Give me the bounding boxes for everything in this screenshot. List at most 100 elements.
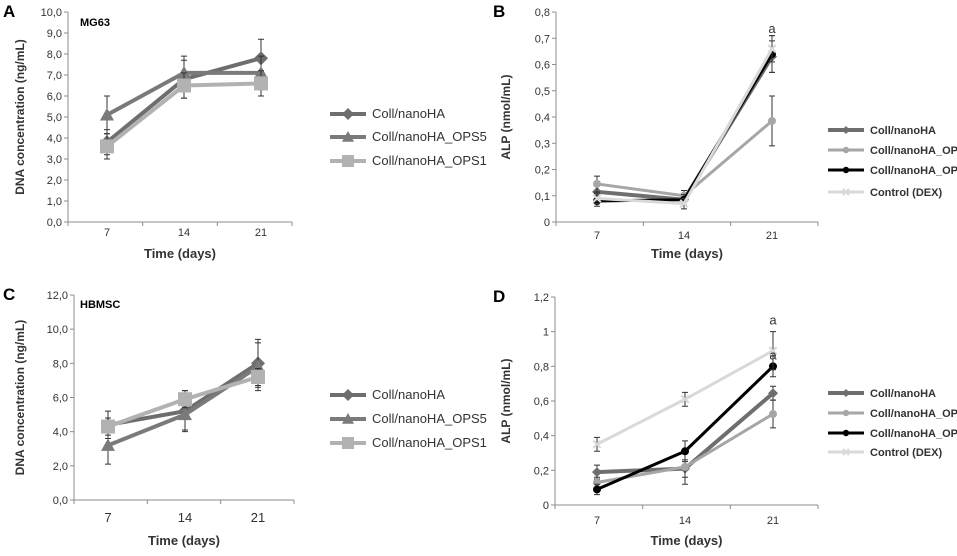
y-tick-label: 0,6 (534, 396, 549, 408)
legend-label: Coll/nanoHA (870, 388, 936, 400)
y-tick-label: 1 (543, 327, 549, 339)
data-point (101, 419, 115, 434)
x-tick-label: 14 (178, 227, 190, 239)
y-tick-label: 1,0 (47, 196, 62, 208)
y-tick-label: 5,0 (47, 112, 62, 124)
legend-swatch-marker (842, 429, 850, 437)
data-point (593, 179, 601, 188)
chart-panel-b: 0 0,1 0,2 0,3 0,4 0,5 0,6 0,7 0,8 7 14 21 Time (days… (493, 2, 957, 261)
y-tick-label: 0,5 (535, 86, 550, 98)
series-coll-nanoha (592, 40, 777, 206)
legend-label: Coll/nanoHA_OPS1 (870, 145, 957, 157)
y-tick-label: 0,2 (534, 465, 549, 477)
series-coll-nanoha (101, 338, 265, 439)
legend-swatch-marker (342, 155, 354, 167)
legend-item-control-dex: Control (DEX) (828, 447, 942, 459)
y-tick-label: 0,6 (535, 60, 550, 72)
panel-title: HBMSC (80, 299, 120, 311)
panel-title: MG63 (80, 17, 110, 29)
y-tick-label: 2,0 (53, 461, 68, 473)
legend-label: Coll/nanoHA_OPS1 (870, 408, 957, 420)
significance-annotation: a (769, 347, 777, 362)
y-tick-label: 0,2 (535, 165, 550, 177)
data-point (177, 65, 191, 79)
legend-label: Control (DEX) (870, 187, 942, 199)
data-point (178, 407, 192, 421)
panel-letter: C (3, 285, 15, 304)
data-point (769, 410, 777, 418)
y-tick-label: 0,8 (534, 361, 549, 373)
x-axis-title: Time (days) (148, 533, 220, 548)
series-coll-nanoha-ops5 (593, 355, 777, 496)
data-point (254, 76, 268, 91)
data-point (592, 193, 602, 203)
y-axis-title: ALP (nmol/mL) (499, 358, 513, 443)
x-tick-label: 14 (678, 230, 690, 242)
y-tick-label: 4,0 (47, 133, 62, 145)
legend-label: Coll/nanoHA_OPS5 (372, 129, 487, 144)
legend-item-coll-nanoha-ops1: Coll/nanoHA_OPS1 (828, 408, 957, 420)
legend-label: Coll/nanoHA_OPS5 (372, 411, 487, 426)
legend-label: Coll/nanoHA_OPS1 (372, 153, 487, 168)
y-axis-title: ALP (nmol/mL) (499, 74, 513, 159)
data-point (767, 44, 777, 54)
x-tick-label: 14 (178, 510, 192, 525)
legend-item-coll-nanoha: Coll/nanoHA (828, 388, 936, 400)
data-point (251, 370, 265, 384)
legend-swatch-marker (342, 413, 354, 424)
legend-swatch-marker (842, 146, 850, 154)
y-tick-label: 8,0 (47, 49, 62, 61)
legend-swatch-marker (842, 166, 850, 174)
series-coll-nanoha-ops5 (593, 35, 776, 207)
chart-panel-d: 0 0,2 0,4 0,6 0,8 1 1,2 7 14 21 Time (days) ALP (nm… (493, 287, 957, 548)
y-tick-label: 8,0 (53, 358, 68, 370)
data-point (680, 394, 690, 404)
significance-annotation: a (769, 313, 777, 328)
legend-swatch-marker (342, 437, 354, 449)
legend-swatch-marker (342, 131, 354, 142)
x-tick-label: 21 (251, 510, 265, 525)
x-tick-label: 21 (767, 515, 779, 527)
legend-label: Coll/nanoHA (372, 387, 445, 402)
data-point (593, 485, 601, 494)
legend-swatch-marker (842, 409, 850, 417)
x-tick-label: 21 (255, 227, 267, 239)
x-tick-label: 7 (594, 515, 600, 527)
y-tick-label: 0,8 (535, 7, 550, 19)
legend-item-coll-nanoha-ops1: Coll/nanoHA_OPS1 (330, 153, 487, 168)
legend-label: Coll/nanoHA_OPS5 (870, 165, 957, 177)
legend-item-coll-nanoha-ops1: Coll/nanoHA_OPS1 (330, 435, 487, 450)
series-control-dex (592, 35, 777, 210)
y-tick-label: 9,0 (47, 28, 62, 40)
x-axis-title: Time (days) (650, 533, 722, 548)
x-tick-label: 14 (679, 515, 691, 527)
y-tick-label: 6,0 (53, 393, 68, 405)
legend-item-coll-nanoha-ops5: Coll/nanoHA_OPS5 (828, 428, 957, 440)
data-point (177, 78, 191, 93)
y-axis-title: DNA concentration (ng/mL) (13, 39, 27, 195)
legend-item-coll-nanoha-ops5: Coll/nanoHA_OPS5 (330, 411, 487, 426)
data-point (592, 439, 602, 449)
legend-item-coll-nanoha: Coll/nanoHA (330, 106, 445, 121)
series-line (596, 48, 774, 206)
series-line (596, 53, 774, 203)
data-point (100, 107, 114, 121)
legend-item-coll-nanoha-ops5: Coll/nanoHA_OPS5 (828, 165, 957, 177)
data-point (178, 392, 192, 407)
panel-letter: D (493, 287, 505, 306)
panel-letter: A (3, 2, 15, 21)
legend-item-coll-nanoha: Coll/nanoHA (330, 387, 445, 402)
legend-swatch-marker (342, 108, 354, 120)
legend-swatch-marker (842, 448, 850, 456)
y-tick-label: 0,1 (535, 191, 550, 203)
series-line (596, 55, 774, 202)
x-tick-label: 7 (104, 510, 111, 525)
chart-panel-a: 0,0 1,0 2,0 3,0 4,0 5,0 6,0 7,0 8,0 9,0 10,0 7 14 21 T… (3, 2, 487, 261)
data-point (101, 438, 115, 451)
y-tick-label: 0 (544, 217, 550, 229)
legend-swatch-marker (342, 389, 354, 401)
y-tick-label: 12,0 (47, 290, 68, 302)
y-tick-label: 7,0 (47, 70, 62, 82)
